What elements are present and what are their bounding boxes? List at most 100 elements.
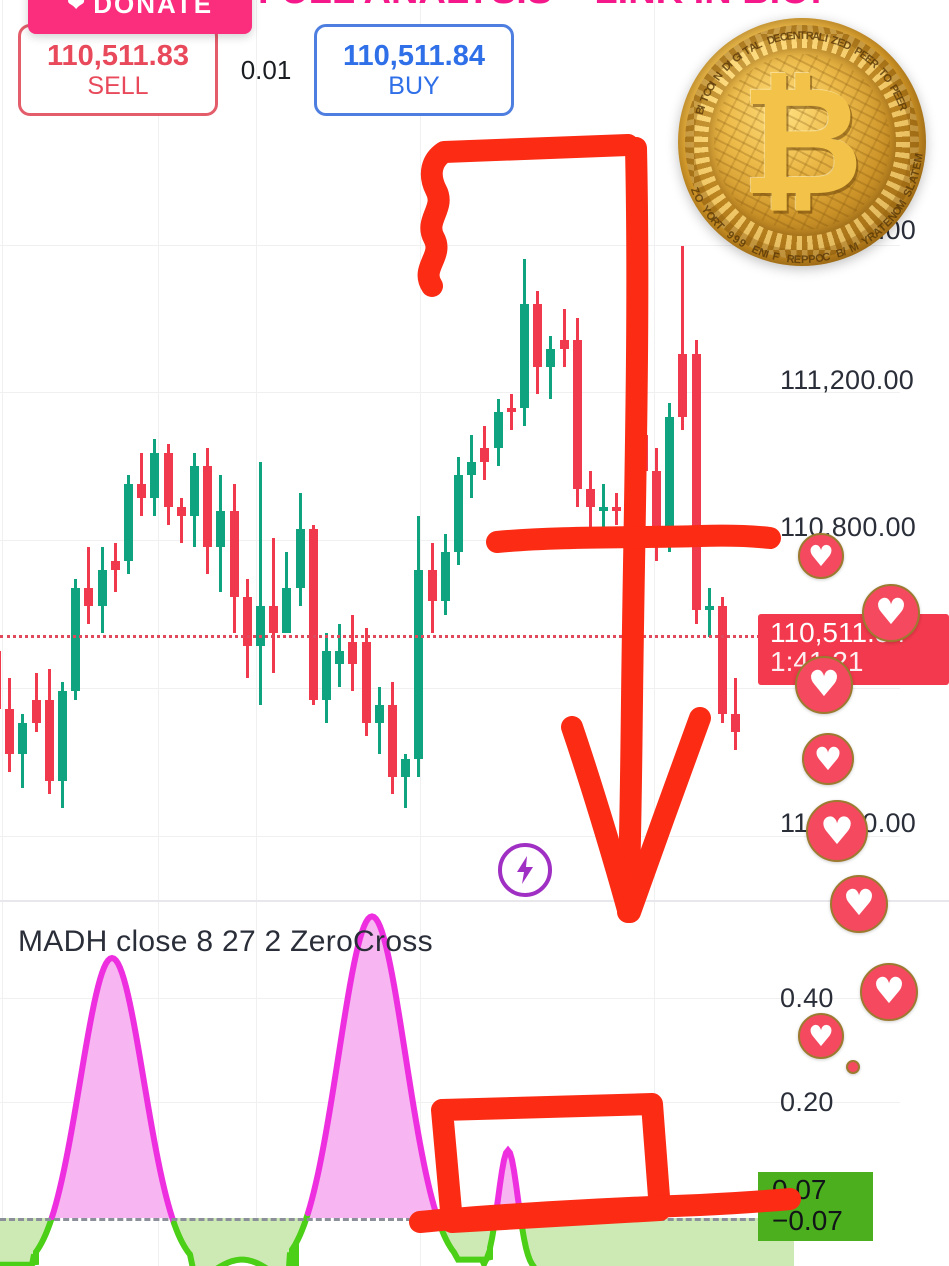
heart-icon	[846, 1060, 860, 1074]
heart-icon: ♥	[806, 800, 868, 862]
gridline-vertical	[654, 900, 655, 1266]
candle-body	[559, 340, 569, 350]
candle-body	[137, 484, 147, 498]
macd-signal-value: −0.07	[772, 1205, 843, 1237]
gridline-vertical	[256, 0, 257, 900]
candle-body	[361, 641, 371, 723]
heart-glyph: ♥	[807, 664, 841, 705]
candle-body	[308, 529, 318, 701]
gridline-vertical	[2, 0, 3, 900]
candle-wick	[87, 547, 91, 624]
heart-glyph: ♥	[819, 809, 855, 853]
gridline-horizontal	[0, 540, 760, 541]
annotation-stroke	[486, 524, 781, 553]
candle-body	[31, 700, 41, 723]
headline-banner: FULL ANALYSIS – LINK IN BIO!	[258, 0, 949, 13]
macd-line-segment	[305, 913, 441, 1223]
candle-body	[150, 452, 160, 498]
candle-wick	[179, 497, 183, 543]
candle-body	[599, 506, 609, 512]
candle-body	[414, 569, 424, 759]
candle-body	[731, 713, 741, 732]
candle-body	[348, 641, 358, 665]
candle-body	[586, 488, 595, 507]
coin-circuit-pattern	[714, 54, 890, 230]
candle-body	[652, 470, 661, 543]
candle-body	[493, 412, 503, 449]
sell-label: SELL	[87, 72, 149, 101]
candle-body	[467, 461, 477, 476]
candle-body	[203, 466, 213, 548]
candle-body	[454, 475, 463, 552]
gridline-horizontal	[0, 998, 900, 999]
candle-wick	[707, 587, 711, 638]
candle-body	[163, 452, 173, 507]
gridline-horizontal	[0, 688, 900, 689]
heart-icon: ♥	[802, 733, 854, 785]
candle-body	[572, 340, 582, 489]
candle-wick	[549, 335, 553, 399]
macd-value: 0.07	[772, 1174, 827, 1205]
sell-price: 110,511.83	[47, 39, 189, 72]
candle-body	[427, 569, 437, 602]
macd-line-segment	[49, 954, 177, 1227]
candle-body	[5, 709, 15, 754]
candle-wick	[259, 461, 262, 705]
candle-body	[480, 448, 490, 462]
candle-body	[216, 511, 226, 548]
gridline-vertical	[2, 900, 3, 1266]
candle-body	[84, 587, 94, 606]
candle-wick	[285, 551, 289, 615]
candle-body	[520, 304, 529, 408]
candle-wick	[272, 538, 276, 674]
heart-icon: ♥	[830, 875, 888, 933]
candle-body	[506, 407, 516, 413]
candle-body	[335, 650, 345, 665]
candle-body	[440, 551, 450, 602]
candle-wick	[681, 245, 685, 431]
donate-button[interactable]: ❤ DONATE	[28, 0, 252, 34]
candle-body	[242, 596, 252, 647]
heart-icon: ♥	[795, 656, 853, 714]
gridline-vertical	[158, 0, 159, 900]
candle-wick	[509, 394, 513, 431]
annotation-stroke	[417, 134, 639, 297]
heart-glyph: ♥	[813, 740, 843, 778]
heart-icon: ♥	[862, 584, 920, 642]
candle-wick	[562, 308, 566, 368]
current-price-badge: 110,511.84 1:41:21	[758, 614, 949, 685]
candle-body	[282, 587, 292, 633]
candle-body	[665, 416, 675, 543]
buy-button[interactable]: 110,511.84 BUY	[314, 24, 514, 116]
sell-button[interactable]: 110,511.83 SELL	[18, 24, 218, 116]
buy-price: 110,511.84	[343, 39, 485, 72]
candle-body	[58, 691, 67, 781]
candle-body	[401, 758, 411, 777]
candle-body	[190, 466, 199, 516]
heart-icon: ♥	[860, 963, 918, 1021]
candle-wick	[140, 452, 144, 516]
candle-body	[546, 349, 556, 368]
macd-value-badge: 0.07 −0.07	[758, 1172, 873, 1241]
candle-body	[533, 304, 543, 368]
candle-body	[678, 353, 688, 417]
annotation-stroke	[619, 707, 711, 923]
lightning-bolt-icon[interactable]	[498, 843, 552, 897]
candle-wick	[602, 484, 606, 548]
macd-line-segment	[171, 1210, 311, 1266]
candle-body	[625, 434, 635, 507]
heart-glyph: ♥	[842, 883, 876, 924]
annotation-stroke	[561, 716, 639, 921]
candle-body	[97, 569, 107, 606]
candle-body	[18, 722, 28, 755]
macd-axis-label: 0.40	[780, 983, 834, 1013]
macd-zero-line	[0, 1218, 800, 1221]
candle-body	[374, 704, 384, 723]
macd-line-segment	[0, 1214, 55, 1266]
coin-inner	[708, 48, 896, 236]
heart-icon: ♥	[798, 533, 844, 579]
heart-icon: ♥	[798, 1013, 844, 1059]
price-axis-label: 111,200.00	[780, 365, 915, 395]
